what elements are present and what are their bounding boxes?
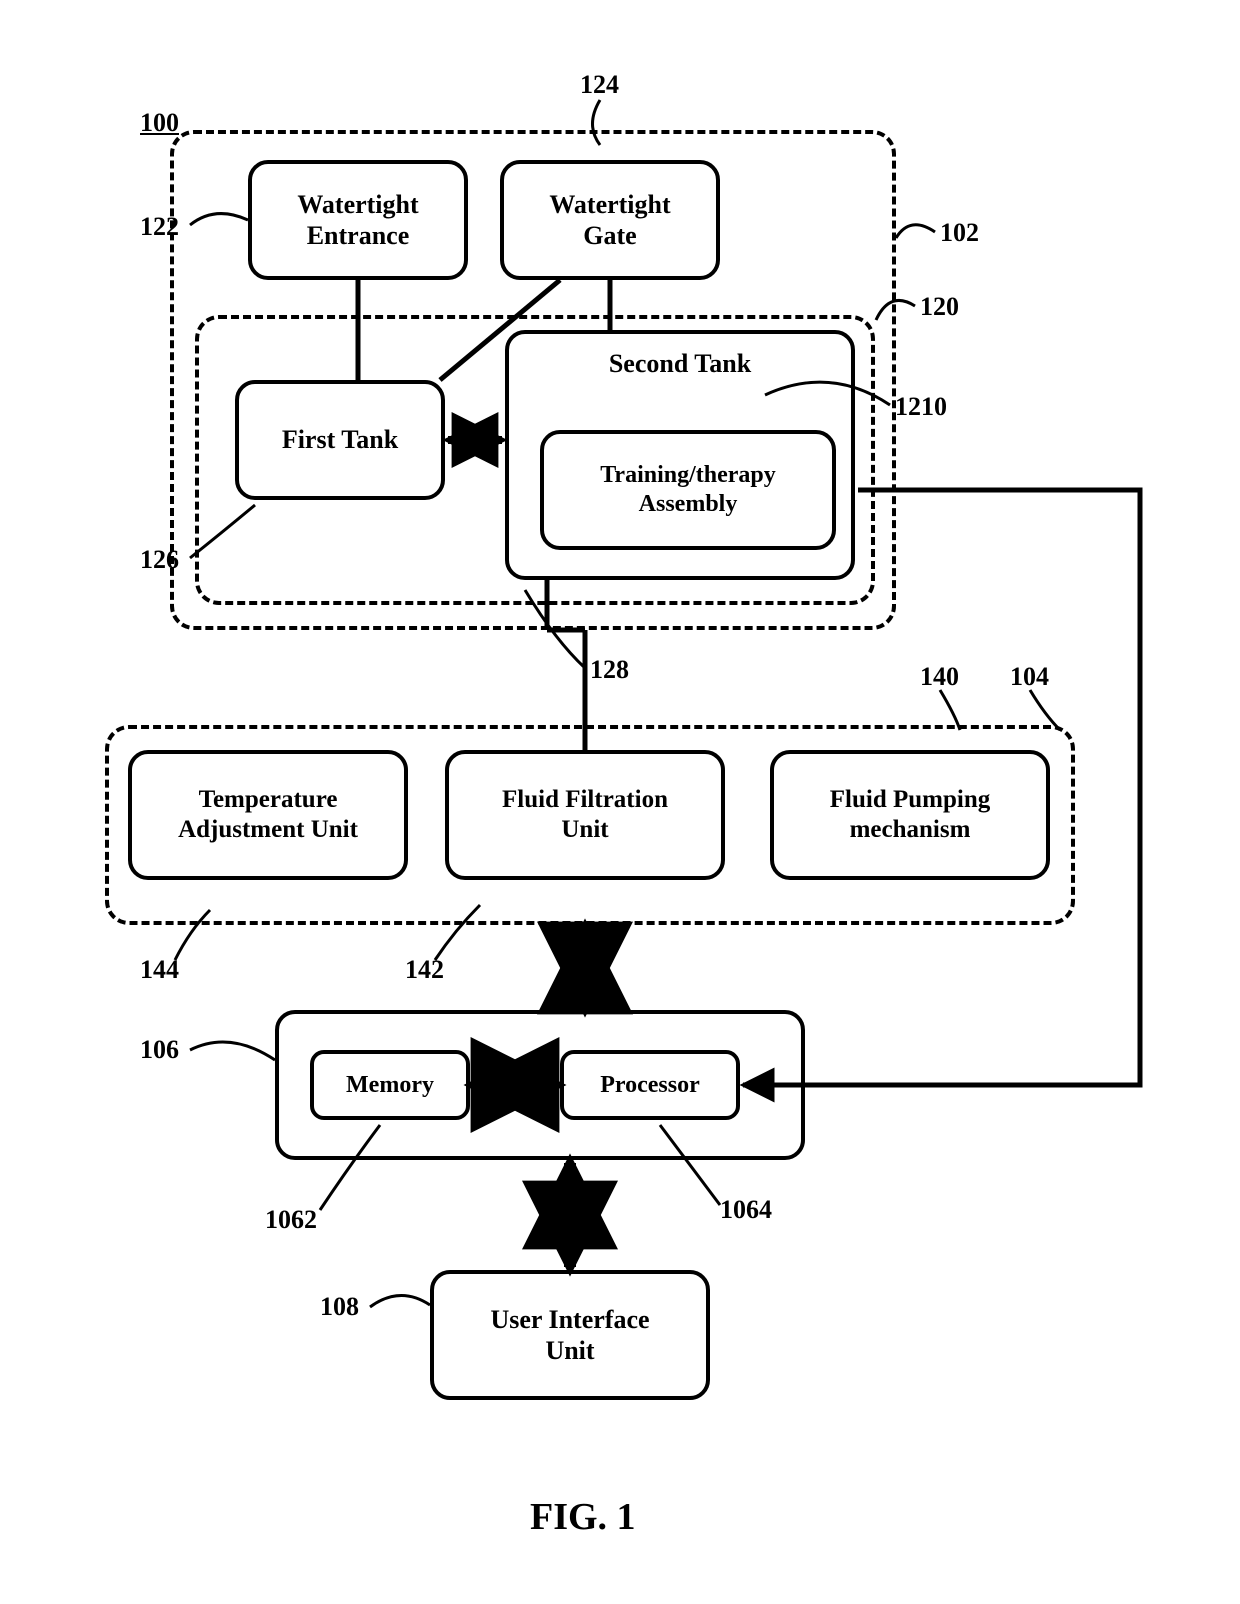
ref-104: 104 (1010, 662, 1049, 692)
block-label: First Tank (282, 424, 398, 455)
block-label: Temperature Adjustment Unit (178, 785, 358, 845)
ref-140: 140 (920, 662, 959, 692)
ref-120: 120 (920, 292, 959, 322)
block-processor: Processor (560, 1050, 740, 1120)
block-memory: Memory (310, 1050, 470, 1120)
block-label: Training/therapy Assembly (600, 461, 776, 519)
block-watertight-entrance: Watertight Entrance (248, 160, 468, 280)
ref-122: 122 (140, 212, 179, 242)
block-label: Memory (346, 1071, 434, 1100)
block-label: Watertight Entrance (297, 189, 418, 251)
block-temp-adj-unit: Temperature Adjustment Unit (128, 750, 408, 880)
ref-102: 102 (940, 218, 979, 248)
ref-128: 128 (590, 655, 629, 685)
ref-142: 142 (405, 955, 444, 985)
ref-144: 144 (140, 955, 179, 985)
block-fluid-pumping: Fluid Pumping mechanism (770, 750, 1050, 880)
ref-124: 124 (580, 70, 619, 100)
block-training-assembly: Training/therapy Assembly (540, 430, 836, 550)
block-label: Second Tank (509, 348, 851, 379)
block-fluid-filtration: Fluid Filtration Unit (445, 750, 725, 880)
block-label: Watertight Gate (549, 189, 670, 251)
block-label: Processor (600, 1071, 700, 1100)
figure-caption: FIG. 1 (530, 1495, 636, 1539)
ref-106: 106 (140, 1035, 179, 1065)
ref-100: 100 (140, 108, 179, 138)
block-label: User Interface Unit (490, 1304, 649, 1366)
ref-1210: 1210 (895, 392, 947, 422)
block-watertight-gate: Watertight Gate (500, 160, 720, 280)
block-label: Fluid Pumping mechanism (830, 785, 990, 845)
block-user-interface: User Interface Unit (430, 1270, 710, 1400)
ref-1062: 1062 (265, 1205, 317, 1235)
ref-126: 126 (140, 545, 179, 575)
block-first-tank: First Tank (235, 380, 445, 500)
diagram-canvas: Watertight Entrance Watertight Gate Firs… (0, 0, 1240, 1604)
block-label: Fluid Filtration Unit (502, 785, 668, 845)
ref-108: 108 (320, 1292, 359, 1322)
ref-1064: 1064 (720, 1195, 772, 1225)
